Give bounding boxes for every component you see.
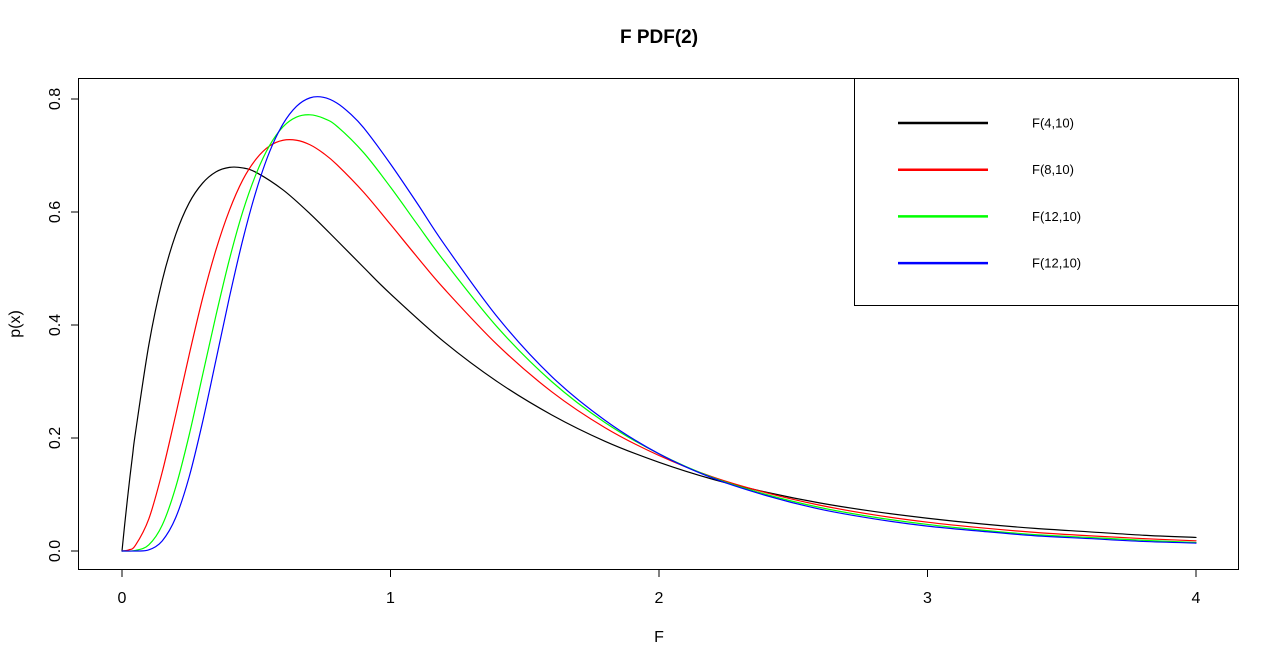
y-tick-label: 0.0 xyxy=(47,540,64,562)
curve-f-12-10- xyxy=(121,96,1197,552)
curves-group xyxy=(121,96,1197,552)
x-tick-label: 4 xyxy=(1192,590,1201,607)
x-tick-label: 1 xyxy=(386,590,395,607)
x-tick-label: 3 xyxy=(923,590,932,607)
curve-f-8-10- xyxy=(121,139,1197,552)
x-axis: 0 1 2 3 4 xyxy=(118,569,1201,607)
x-axis-title: F xyxy=(654,629,664,646)
y-axis: 0.0 0.2 0.4 0.6 0.8 xyxy=(47,88,79,562)
legend-label: F(8,10) xyxy=(1032,162,1074,177)
curve-f-4-10- xyxy=(121,166,1197,552)
legend-label: F(12,10) xyxy=(1032,209,1081,224)
legend: F(4,10) F(8,10) F(12,10) F(12,10) xyxy=(854,78,1239,306)
chart-title: F PDF(2) xyxy=(620,27,698,48)
y-tick-label: 0.4 xyxy=(47,314,64,336)
x-tick-label: 0 xyxy=(118,590,127,607)
y-tick-label: 0.2 xyxy=(47,427,64,449)
y-tick-label: 0.6 xyxy=(47,201,64,223)
x-tick-label: 2 xyxy=(655,590,664,607)
y-tick-label: 0.8 xyxy=(47,88,64,110)
curve-f-12-10- xyxy=(121,114,1197,552)
legend-box xyxy=(854,78,1239,306)
y-axis-title: p(x) xyxy=(7,310,24,338)
legend-label: F(12,10) xyxy=(1032,256,1081,271)
plot-box xyxy=(78,78,1239,570)
legend-label: F(4,10) xyxy=(1032,116,1074,131)
